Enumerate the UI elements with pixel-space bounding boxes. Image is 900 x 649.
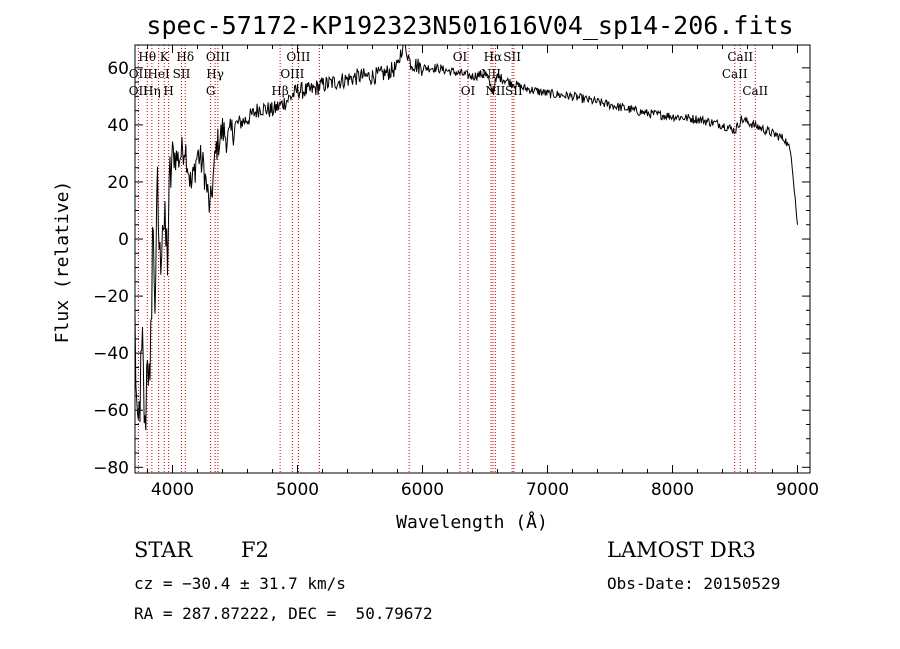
spectrum-series-line — [134, 44, 798, 431]
x-axis-label: Wavelength (Å) — [396, 511, 548, 533]
object-class: STAR — [134, 538, 193, 562]
x-axis-ticks: 4000 5000 6000 7000 8000 9000 — [147, 45, 819, 500]
spectral-line-labels: HθOIIOIIHeIHηKHHδSIIOIIIHγGOIIIOIIIHβOIO… — [129, 50, 769, 98]
y-tick-label: 40 — [107, 116, 129, 136]
spectral-line-label: OIII — [286, 50, 310, 64]
y-axis-ticks: −80 −60 −40 −20 0 20 40 60 — [93, 59, 810, 478]
spectral-line-label: SII — [505, 84, 523, 98]
spectral-line-label: OI — [453, 50, 468, 64]
x-tick-label: 8000 — [651, 480, 694, 500]
y-tick-label: −80 — [93, 458, 129, 478]
y-tick-label: 0 — [118, 230, 129, 250]
spectral-line-label: Hδ — [176, 50, 194, 64]
redshift-value: cz = −30.4 ± 31.7 km/s — [134, 574, 346, 593]
spectral-line-label: OIII — [280, 67, 304, 81]
spectral-line-label: SII — [503, 50, 521, 64]
y-tick-label: −40 — [93, 344, 129, 364]
x-tick-label: 9000 — [776, 480, 819, 500]
spectral-line-label: OII — [129, 84, 149, 98]
spectral-line-label: OI — [461, 84, 476, 98]
spectral-line-label: Hθ — [138, 50, 156, 64]
x-tick-label: 6000 — [401, 480, 444, 500]
spectral-line-label: NII — [485, 84, 505, 98]
y-tick-label: 60 — [107, 59, 129, 79]
spectral-line-label: SII — [173, 67, 191, 81]
plot-frame — [134, 44, 811, 474]
y-tick-label: 20 — [107, 173, 129, 193]
x-tick-label: 4000 — [151, 480, 194, 500]
spectral-line-label: CaII — [722, 67, 748, 81]
x-tick-label: 7000 — [526, 480, 569, 500]
spectral-line-label: OII — [129, 67, 149, 81]
spectral-line-markers — [137, 45, 756, 473]
y-tick-label: −20 — [93, 287, 129, 307]
spectral-line-label: H — [163, 84, 173, 98]
spectral-line-label: HeI — [147, 67, 170, 81]
spectral-line-label: Hγ — [206, 67, 224, 81]
spectral-line-label: K — [160, 50, 170, 64]
chart-title: spec-57172-KP192323N501616V04_sp14-206.f… — [146, 11, 793, 40]
spectral-line-label: CaII — [742, 84, 768, 98]
y-axis-label: Flux (relative) — [52, 181, 73, 344]
y-tick-label: −60 — [93, 401, 129, 421]
spectral-line-label: OIII — [206, 50, 230, 64]
spectral-line-label: Hα — [484, 50, 503, 64]
object-subclass: F2 — [241, 538, 269, 562]
coordinates: RA = 287.87222, DEC = 50.79672 — [134, 604, 433, 623]
spectral-line-label: Hη — [143, 84, 161, 98]
survey-name: LAMOST DR3 — [607, 538, 756, 562]
spectral-line-label: G — [206, 84, 216, 98]
observation-date: Obs-Date: 20150529 — [607, 574, 781, 593]
x-tick-label: 5000 — [276, 480, 319, 500]
spectral-line-label: CaII — [727, 50, 753, 64]
spectral-line-label: Hβ — [271, 84, 288, 98]
